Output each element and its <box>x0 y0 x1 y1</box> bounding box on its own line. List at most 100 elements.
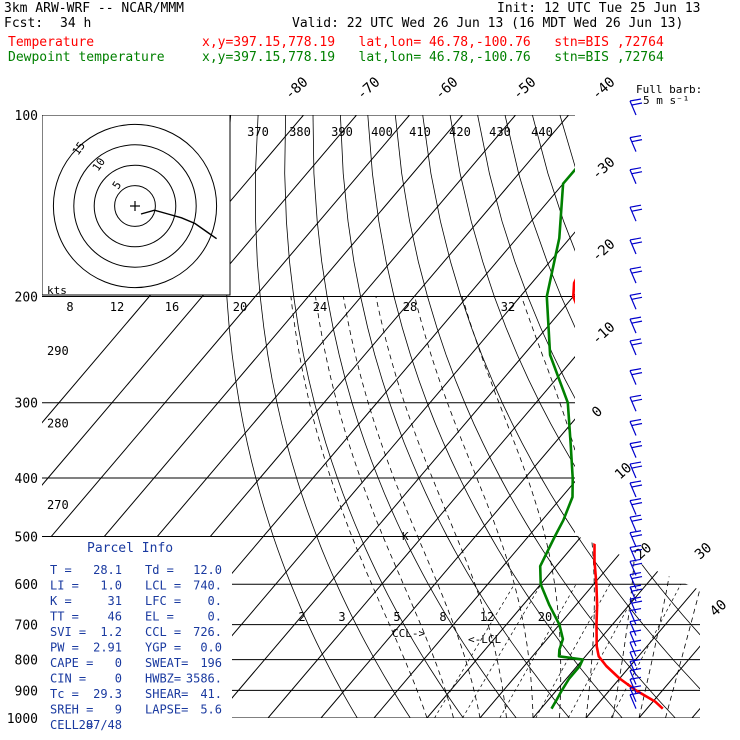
theta-label: 400 <box>371 125 393 139</box>
wind-barb-staff <box>629 318 637 334</box>
mixing-ratio-label: 28 <box>403 300 417 314</box>
temperature-trace <box>571 126 676 710</box>
parcel-info-value: 3586. <box>186 672 222 686</box>
mixing-ratio-line <box>610 584 682 718</box>
isotherm-line <box>426 115 700 718</box>
wind-barb-staff <box>629 295 637 310</box>
wind-barb-flag <box>629 338 642 342</box>
init-time: Init: 12 UTC Tue 25 Jun 13 <box>497 1 701 16</box>
parcel-info-value: 29.3 <box>93 687 122 701</box>
wind-barb-staff <box>629 206 637 222</box>
isotherm-line <box>42 115 410 718</box>
pressure-tick-label: 700 <box>15 619 38 634</box>
wind-barb-staff <box>629 516 637 532</box>
wind-barb-staff <box>629 661 637 676</box>
isotherm-line <box>42 115 357 718</box>
isotherm-line <box>691 115 700 718</box>
wind-barb-flag <box>631 372 643 376</box>
wind-barb-flag <box>631 320 643 324</box>
pressure-tick-label: 800 <box>15 654 38 669</box>
parcel-info-key: LAPSE= <box>145 703 188 717</box>
parcel-info-value: 0. <box>208 594 222 608</box>
temperature-location: x,y=397.15,778.19 lat,lon= 46.78,-100.76… <box>202 35 664 50</box>
hodograph-ring <box>93 164 177 248</box>
dry-adiabat-line <box>614 115 700 718</box>
isotherm-label: -70 <box>354 74 384 103</box>
wind-barb-staff <box>629 610 637 625</box>
parcel-info-box <box>42 537 232 718</box>
moist-adiabat-line <box>290 296 428 718</box>
isotherm-label: 30 <box>692 540 715 563</box>
mixing-ratio-line <box>535 584 611 718</box>
wind-barb-flag <box>631 296 643 300</box>
wind-barb-flag <box>629 135 642 139</box>
hodograph-box <box>42 115 231 296</box>
pressure-tick-label: 900 <box>15 684 38 699</box>
parcel-info-value: 12.0 <box>193 563 222 577</box>
hodograph-ring <box>52 123 218 289</box>
hodograph-ring-label: 10 <box>90 155 108 173</box>
isotherm-line <box>479 115 700 718</box>
isotherm-line <box>214 115 700 718</box>
moist-adiabat-line <box>343 296 481 718</box>
wind-barb-flag <box>631 241 643 245</box>
theta-label: 440 <box>531 125 553 139</box>
wind-barb-flag <box>629 608 642 612</box>
wind-barb-flag <box>631 502 643 506</box>
wind-barb-flag <box>629 629 642 633</box>
wind-barb-staff <box>629 586 637 602</box>
temperature-legend-label: Temperature <box>8 35 95 50</box>
dry-adiabat-line <box>422 115 700 718</box>
wind-barb-staff <box>629 631 637 647</box>
dry-adiabat-line <box>559 115 700 718</box>
isotherm-label: -10 <box>589 319 619 348</box>
parcel-info-value: 1.0 <box>100 579 122 593</box>
wind-barb-staff <box>629 642 637 657</box>
mixing-ratio-line <box>434 584 515 718</box>
ccl-marker: CCL-> <box>392 627 425 640</box>
wind-barb-staff <box>629 482 637 498</box>
isotherm-label: -50 <box>510 74 540 103</box>
dewpoint-legend-label: Dewpoint temperature <box>8 50 165 65</box>
parcel-info-key: SREH = <box>50 703 93 717</box>
dry-adiabat-line <box>725 115 740 731</box>
mixing-ratio-line <box>499 584 577 718</box>
dry-adiabat-line <box>449 115 700 718</box>
wind-barb-staff <box>629 443 637 458</box>
dry-adiabat-line <box>477 115 700 718</box>
dry-adiabat-line <box>669 115 700 718</box>
wind-barb-flag <box>629 514 642 518</box>
dry-adiabat-line <box>224 115 366 718</box>
theta-label: 430 <box>489 125 511 139</box>
wind-barb-flag <box>629 237 642 241</box>
mixing-ratio-label: 32 <box>501 300 515 314</box>
model-title: 3km ARW-WRF -- NCAR/MMM <box>4 1 185 16</box>
guide-dashed-line <box>704 238 740 718</box>
moist-adiabat-line <box>461 296 562 718</box>
wind-barb-flag <box>629 394 642 398</box>
wind-barb-flag <box>629 167 642 171</box>
parcel-info-key: YGP = <box>145 641 181 655</box>
parcel-info-key: SHEAR= <box>145 687 188 701</box>
parcel-info-key: T = <box>50 563 72 577</box>
wind-barb-staff <box>629 651 637 667</box>
wind-barb-staff <box>629 239 637 255</box>
wind-barb-flag <box>629 316 642 320</box>
wind-barb-flag <box>629 368 642 372</box>
wind-barb-staff <box>629 670 637 685</box>
wind-barb-flag <box>631 342 643 346</box>
wind-barb-staff <box>629 694 637 709</box>
wind-barb-staff <box>629 561 637 576</box>
theta-label-left: 270 <box>47 498 69 512</box>
parcel-info-value: 287/48 <box>79 718 122 732</box>
parcel-info-key: CCL = <box>145 625 181 639</box>
mixing-ratio-label-low: 12 <box>480 610 494 624</box>
wind-barb-staff <box>629 397 637 412</box>
parcel-info-value: 0 <box>115 672 122 686</box>
parcel-info-value: 1.2 <box>100 625 122 639</box>
theta-label: 410 <box>409 125 431 139</box>
barb-legend-line1: Full barb: <box>636 83 702 96</box>
pressure-tick-label: 100 <box>15 109 38 124</box>
k-marker: K <box>402 530 409 543</box>
